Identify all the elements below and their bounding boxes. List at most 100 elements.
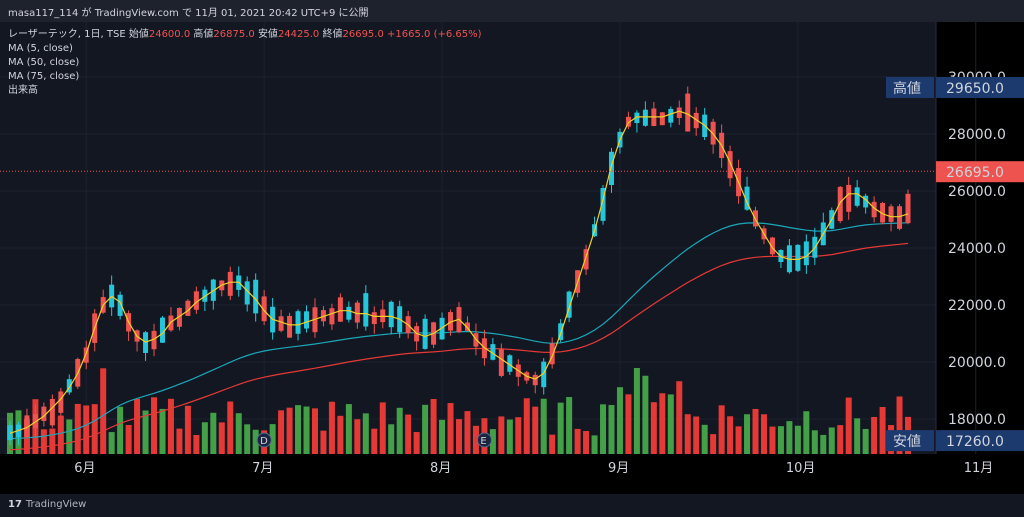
legend-ma5[interactable]: MA (5, close): [8, 43, 73, 54]
candle-body[interactable]: [863, 195, 869, 208]
candle-body[interactable]: [227, 271, 233, 296]
candle-body[interactable]: [151, 330, 157, 350]
plot-area[interactable]: [0, 22, 936, 454]
candle-body[interactable]: [549, 343, 555, 365]
candle-body[interactable]: [532, 374, 538, 386]
candle-body[interactable]: [320, 310, 326, 322]
candle-body[interactable]: [304, 311, 310, 329]
chart-svg[interactable]: 18000.0 20000.0 22000.0 24000.0 26000.0 28000…: [0, 0, 1024, 494]
legend-ma50[interactable]: MA (50, close): [8, 57, 80, 68]
candle-body[interactable]: [295, 311, 301, 334]
event-marker-icon[interactable]: [256, 432, 272, 448]
volume-bar: [837, 425, 844, 454]
candle-body[interactable]: [448, 312, 454, 331]
volume-bar: [693, 416, 700, 454]
legend-volume[interactable]: 出来高: [8, 85, 38, 96]
candle-body[interactable]: [846, 184, 852, 212]
candle-body[interactable]: [278, 316, 284, 331]
volume-bar: [489, 429, 496, 454]
candle-body[interactable]: [253, 279, 259, 314]
candle-body[interactable]: [668, 108, 674, 123]
candle-body[interactable]: [685, 93, 691, 132]
candle-body[interactable]: [490, 344, 496, 360]
candle-body[interactable]: [261, 296, 267, 322]
candle-body[interactable]: [727, 151, 733, 179]
candle-body[interactable]: [329, 308, 335, 325]
y-tick-label: 26000.0: [948, 184, 1006, 200]
candle-body[interactable]: [837, 186, 843, 222]
candle-body[interactable]: [58, 391, 64, 413]
candle-body[interactable]: [24, 415, 30, 437]
volume-bar: [379, 402, 386, 454]
volume-bar: [176, 428, 183, 454]
candle-body[interactable]: [880, 203, 886, 223]
candle-body[interactable]: [193, 291, 199, 310]
legend-ma75[interactable]: MA (75, close): [8, 71, 80, 82]
candle-body[interactable]: [583, 249, 589, 270]
candle-body[interactable]: [66, 379, 72, 393]
open-value: 24600.0: [148, 29, 191, 40]
candle-body[interactable]: [363, 293, 369, 327]
candle-body[interactable]: [803, 241, 809, 266]
volume-bar: [777, 426, 784, 454]
volume-bar: [710, 434, 717, 454]
candle-body[interactable]: [888, 206, 894, 222]
volume-bar: [523, 398, 530, 454]
change-value: +1665.0 (+6.65%): [387, 29, 482, 40]
candle-body[interactable]: [185, 300, 191, 316]
candle-body[interactable]: [693, 112, 699, 129]
candle-body[interactable]: [422, 318, 428, 349]
tradingview-logo[interactable]: 𝟭𝟳 TradingView: [8, 499, 86, 510]
candle-body[interactable]: [769, 237, 775, 255]
candle-body[interactable]: [464, 322, 470, 331]
candle-body[interactable]: [117, 294, 123, 316]
candle-body[interactable]: [744, 186, 750, 210]
candle-body[interactable]: [795, 244, 801, 271]
candle-body[interactable]: [159, 317, 165, 343]
tradingview-brand: TradingView: [25, 499, 87, 510]
candle-body[interactable]: [346, 306, 352, 320]
candle-body[interactable]: [566, 291, 572, 318]
candle-body[interactable]: [625, 116, 631, 127]
close-value: 26695.0: [342, 29, 384, 40]
volume-bar: [667, 394, 674, 454]
candle-body[interactable]: [388, 301, 394, 328]
candle-body[interactable]: [507, 355, 513, 372]
candle-body[interactable]: [41, 406, 47, 421]
event-marker-label: D: [260, 436, 268, 447]
volume-bar: [311, 408, 318, 454]
candle-body[interactable]: [7, 425, 13, 441]
candle-body[interactable]: [634, 112, 640, 124]
symbol-name: レーザーテック, 1日, TSE: [8, 29, 126, 40]
candle-body[interactable]: [600, 188, 606, 221]
x-month-label: 11月: [964, 461, 994, 476]
candle-body[interactable]: [287, 315, 293, 338]
candle-body[interactable]: [176, 307, 182, 327]
low-value: 24425.0: [277, 29, 320, 40]
candle-body[interactable]: [871, 201, 877, 218]
candle-body[interactable]: [676, 107, 682, 119]
volume-bar: [117, 406, 124, 454]
volume-bar: [650, 402, 657, 454]
candle-body[interactable]: [83, 347, 89, 363]
event-marker-icon[interactable]: [476, 432, 492, 448]
candle-body[interactable]: [498, 349, 504, 376]
candle-body[interactable]: [897, 206, 903, 229]
candle-body[interactable]: [642, 109, 648, 126]
close-label: 終値: [322, 29, 343, 40]
volume-bar: [244, 424, 251, 454]
candle-body[interactable]: [659, 112, 665, 126]
candle-body[interactable]: [439, 317, 445, 340]
candle-body[interactable]: [337, 297, 343, 322]
candle-body[interactable]: [854, 187, 860, 206]
candle-body[interactable]: [354, 302, 360, 323]
candle-body[interactable]: [608, 151, 614, 185]
volume-bar: [608, 405, 615, 454]
candle-body[interactable]: [380, 309, 386, 323]
candle-body[interactable]: [371, 312, 377, 325]
candle-body[interactable]: [49, 398, 55, 426]
candle-body[interactable]: [244, 281, 250, 305]
candle-body[interactable]: [541, 361, 547, 388]
candle-body[interactable]: [905, 193, 911, 224]
